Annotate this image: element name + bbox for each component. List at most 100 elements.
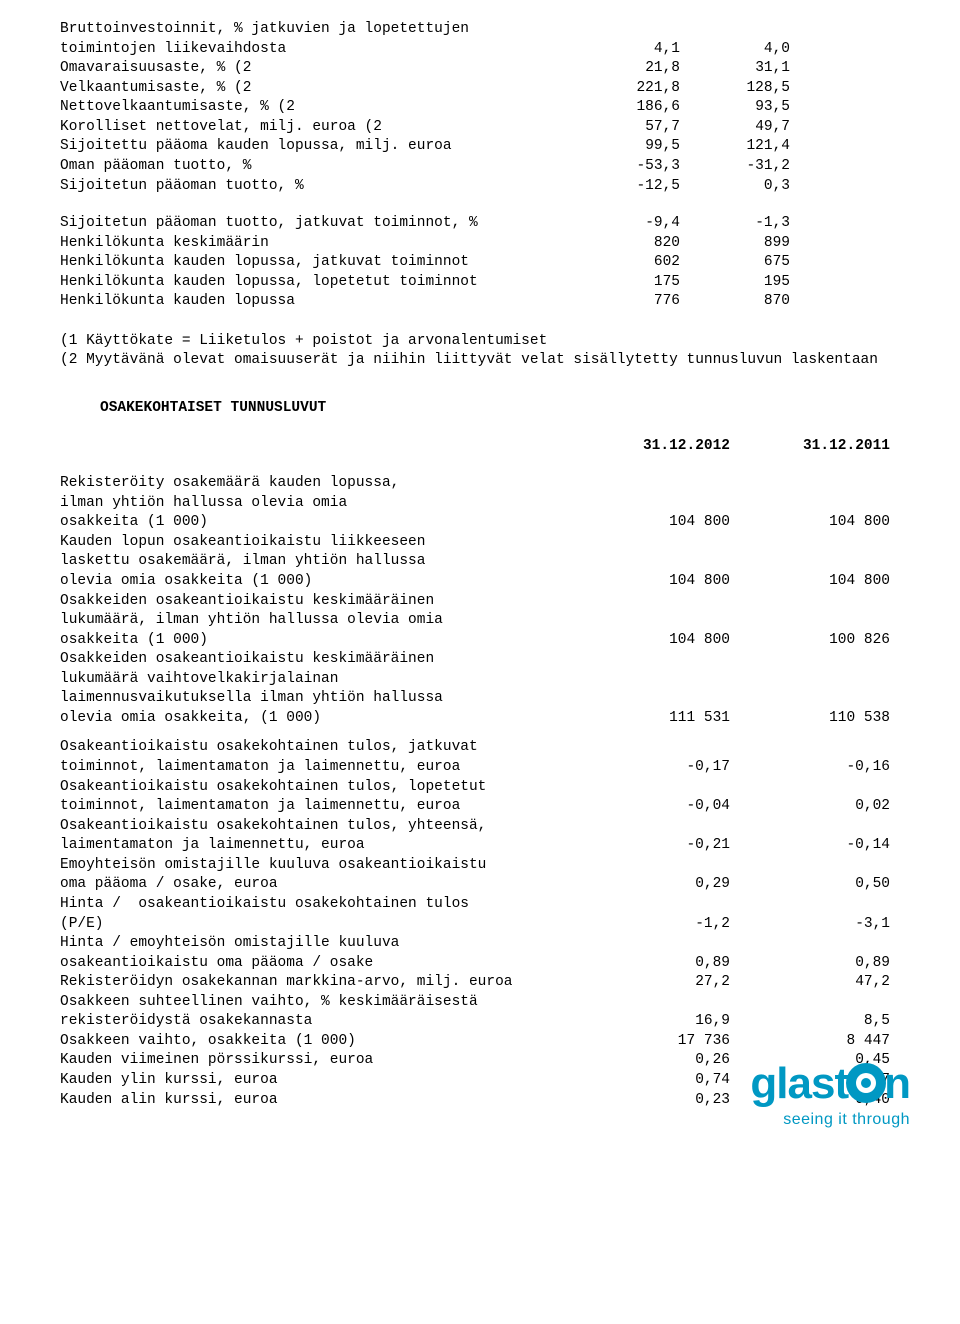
row-value-1: -12,5 bbox=[570, 177, 680, 197]
table-row: Velkaantumisaste, % (2221,8128,5 bbox=[60, 79, 900, 99]
table-row: Osakkeen vaihto, osakkeita (1 000)17 736… bbox=[60, 1032, 900, 1052]
row-value-1: -0,17 bbox=[570, 758, 730, 778]
row-value-2: 0,50 bbox=[730, 875, 890, 895]
row-label-line: Osakkeen suhteellinen vaihto, % keskimää… bbox=[60, 993, 570, 1013]
row-value-1: -53,3 bbox=[570, 157, 680, 177]
table-row: (P/E)-1,2-3,1 bbox=[60, 915, 900, 935]
row-label: olevia omia osakkeita, (1 000) bbox=[60, 709, 570, 729]
row-value-2: 0,89 bbox=[730, 954, 890, 974]
table-row: Rekisteröidyn osakekannan markkina-arvo,… bbox=[60, 973, 900, 993]
row-value-2: 93,5 bbox=[680, 98, 790, 118]
table-row: Osakeantioikaistu osakekohtainen tulos, … bbox=[60, 778, 900, 798]
row-value-1: 4,1 bbox=[570, 40, 680, 60]
row-value-2: 899 bbox=[680, 234, 790, 254]
footnotes: (1 Käyttökate = Liiketulos + poistot ja … bbox=[60, 332, 900, 371]
table-row: Emoyhteisön omistajille kuuluva osakeant… bbox=[60, 856, 900, 876]
row-value-1: -1,2 bbox=[570, 915, 730, 935]
row-value-1: 104 800 bbox=[570, 572, 730, 592]
row-label-line: Hinta / emoyhteisön omistajille kuuluva bbox=[60, 934, 570, 954]
row-label: laimentamaton ja laimennettu, euroa bbox=[60, 836, 570, 856]
share-header-1: 31.12.2012 bbox=[570, 437, 730, 457]
row-label-line: Emoyhteisön omistajille kuuluva osakeant… bbox=[60, 856, 570, 876]
row-value-2: 870 bbox=[680, 292, 790, 312]
row-value-2: -0,16 bbox=[730, 758, 890, 778]
share-metrics-table-2: Osakeantioikaistu osakekohtainen tulos, … bbox=[60, 738, 900, 1110]
row-value-1: 0,26 bbox=[570, 1051, 730, 1071]
row-value-1: -9,4 bbox=[570, 214, 680, 234]
row-label: Sijoitetun pääoman tuotto, % bbox=[60, 177, 570, 197]
row-value-2: 104 800 bbox=[730, 572, 890, 592]
table-row: olevia omia osakkeita (1 000)104 800104 … bbox=[60, 572, 900, 592]
row-label: toiminnot, laimentamaton ja laimennettu,… bbox=[60, 797, 570, 817]
row-value-2: -31,2 bbox=[680, 157, 790, 177]
row-value-2: 4,0 bbox=[680, 40, 790, 60]
logo-left: glast bbox=[750, 1059, 848, 1108]
share-section-title: OSAKEKOHTAISET TUNNUSLUVUT bbox=[60, 399, 900, 419]
row-label: (P/E) bbox=[60, 915, 570, 935]
row-value-2: 104 800 bbox=[730, 513, 890, 533]
table-row: lukumäärä, ilman yhtiön hallussa olevia … bbox=[60, 611, 900, 631]
row-value-1: 602 bbox=[570, 253, 680, 273]
row-label-line: Rekisteröity osakemäärä kauden lopussa, bbox=[60, 474, 570, 494]
table-row: Rekisteröity osakemäärä kauden lopussa, bbox=[60, 474, 900, 494]
row-value-2: 195 bbox=[680, 273, 790, 293]
logo-o-icon bbox=[846, 1063, 886, 1103]
row-label: osakkeita (1 000) bbox=[60, 631, 570, 651]
row-value-1: 0,74 bbox=[570, 1071, 730, 1091]
row-value-1: 27,2 bbox=[570, 973, 730, 993]
table-row: Sijoitettu pääoma kauden lopussa, milj. … bbox=[60, 137, 900, 157]
document-page: Bruttoinvestoinnit, % jatkuvien ja lopet… bbox=[0, 0, 960, 1140]
empty-label bbox=[60, 437, 570, 457]
footnote-1: (1 Käyttökate = Liiketulos + poistot ja … bbox=[60, 332, 900, 352]
row-value-1: 776 bbox=[570, 292, 680, 312]
row-label-line: laskettu osakemäärä, ilman yhtiön hallus… bbox=[60, 552, 570, 572]
row-label: Henkilökunta keskimäärin bbox=[60, 234, 570, 254]
row-label-line: Kauden lopun osakeantioikaistu liikkeese… bbox=[60, 533, 570, 553]
top-metrics-table: Bruttoinvestoinnit, % jatkuvien ja lopet… bbox=[60, 20, 900, 196]
row-value-2: 100 826 bbox=[730, 631, 890, 651]
table-row: Henkilökunta keskimäärin820899 bbox=[60, 234, 900, 254]
table-row: lukumäärä vaihtovelkakirjalainan bbox=[60, 670, 900, 690]
row-value-1: 111 531 bbox=[570, 709, 730, 729]
row-value-1: 175 bbox=[570, 273, 680, 293]
row-value-2: -3,1 bbox=[730, 915, 890, 935]
row-label: osakeantioikaistu oma pääoma / osake bbox=[60, 954, 570, 974]
table-row: laskettu osakemäärä, ilman yhtiön hallus… bbox=[60, 552, 900, 572]
row-value-2: 31,1 bbox=[680, 59, 790, 79]
table-row: oma pääoma / osake, euroa0,290,50 bbox=[60, 875, 900, 895]
table-row: Henkilökunta kauden lopussa776870 bbox=[60, 292, 900, 312]
row-value-2: 8 447 bbox=[730, 1032, 890, 1052]
row-label: Korolliset nettovelat, milj. euroa (2 bbox=[60, 118, 570, 138]
row-label: Rekisteröidyn osakekannan markkina-arvo,… bbox=[60, 973, 570, 993]
table-row: osakeantioikaistu oma pääoma / osake0,89… bbox=[60, 954, 900, 974]
table-row: Hinta / osakeantioikaistu osakekohtainen… bbox=[60, 895, 900, 915]
row-value-1: 186,6 bbox=[570, 98, 680, 118]
row-label: Kauden ylin kurssi, euroa bbox=[60, 1071, 570, 1091]
table-row: rekisteröidystä osakekannasta16,98,5 bbox=[60, 1012, 900, 1032]
row-value-1: -0,04 bbox=[570, 797, 730, 817]
row-value-1: 0,89 bbox=[570, 954, 730, 974]
row-value-1: 99,5 bbox=[570, 137, 680, 157]
row-label: Henkilökunta kauden lopussa bbox=[60, 292, 570, 312]
row-value-1: 104 800 bbox=[570, 513, 730, 533]
table-row: ilman yhtiön hallussa olevia omia bbox=[60, 494, 900, 514]
row-label-line: lukumäärä, ilman yhtiön hallussa olevia … bbox=[60, 611, 570, 631]
row-value-2: 675 bbox=[680, 253, 790, 273]
row-label-line: Hinta / osakeantioikaistu osakekohtainen… bbox=[60, 895, 570, 915]
row-value-1: 16,9 bbox=[570, 1012, 730, 1032]
row-value-2: 0,02 bbox=[730, 797, 890, 817]
row-label: oma pääoma / osake, euroa bbox=[60, 875, 570, 895]
row-value-2: 8,5 bbox=[730, 1012, 890, 1032]
row-label-line: Osakkeiden osakeantioikaistu keskimääräi… bbox=[60, 650, 570, 670]
table-row: Osakeantioikaistu osakekohtainen tulos, … bbox=[60, 738, 900, 758]
row-label-line: laimennusvaikutuksella ilman yhtiön hall… bbox=[60, 689, 570, 709]
row-value-2: 47,2 bbox=[730, 973, 890, 993]
row-value-1: 104 800 bbox=[570, 631, 730, 651]
row-value-1: -0,21 bbox=[570, 836, 730, 856]
row-label-line: Osakeantioikaistu osakekohtainen tulos, … bbox=[60, 817, 570, 837]
table-row: toiminnot, laimentamaton ja laimennettu,… bbox=[60, 797, 900, 817]
row-label: Kauden viimeinen pörssikurssi, euroa bbox=[60, 1051, 570, 1071]
row-value-2: -0,14 bbox=[730, 836, 890, 856]
row-label-line: Osakeantioikaistu osakekohtainen tulos, … bbox=[60, 738, 570, 758]
table-row: Oman pääoman tuotto, %-53,3-31,2 bbox=[60, 157, 900, 177]
